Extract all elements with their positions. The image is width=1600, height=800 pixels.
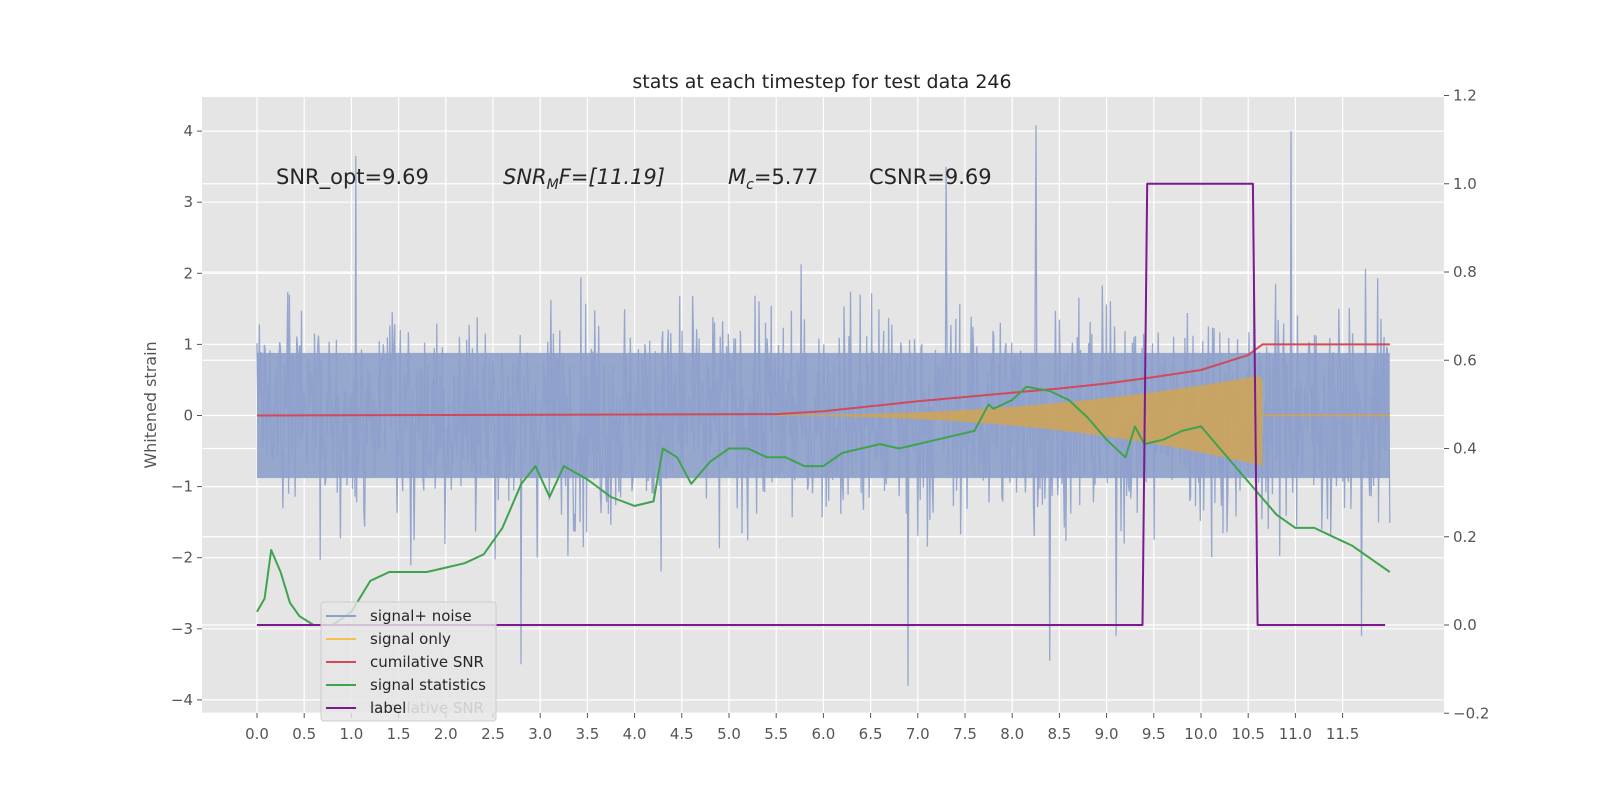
- x-tick-label: 8.5: [1047, 725, 1071, 743]
- x-tick-label: 7.0: [906, 725, 930, 743]
- x-tick-label: 7.5: [953, 725, 977, 743]
- x-tick-label: 3.0: [528, 725, 552, 743]
- annotation-snr-mf-sub: M: [547, 177, 559, 193]
- x-tick-label: 6.0: [811, 725, 835, 743]
- x-tick-label: 2.0: [434, 725, 458, 743]
- series-cumilative-snr: [256, 343, 1390, 417]
- legend-label-cumulative-snr: cumilative SNR: [370, 653, 484, 671]
- y-tick-label: 1: [183, 335, 193, 353]
- legend-label-signal-noise: signal+ noise: [370, 607, 472, 625]
- x-tick-label: 1.0: [339, 725, 363, 743]
- legend-label-signal-only: signal only: [370, 630, 451, 648]
- y-tick-label: −1: [171, 478, 193, 496]
- x-tick-label: 1.5: [387, 725, 411, 743]
- y-tick-label: −4: [171, 691, 193, 709]
- annotation-mc: Mc=5.77: [728, 165, 818, 193]
- x-axis-ticks: 0.0 0.5 1.0 1.5 2.0 2.5 3.0 3.5 4.0 4.5 5.0 5.5 6.0 6…: [245, 713, 1359, 743]
- x-tick-label: 0.5: [292, 725, 316, 743]
- chart-title: stats at each timestep for test data 246: [632, 71, 1011, 93]
- x-tick-label: 0.0: [245, 725, 269, 743]
- legend-label-signal-statistics: signal statistics: [370, 676, 486, 694]
- annotation-snr-mf-main: SNR: [503, 165, 547, 189]
- y2-tick-label: 1.2: [1453, 87, 1477, 105]
- y2-tick-label: 0.6: [1453, 351, 1477, 369]
- series-signal-statistics: [256, 385, 1391, 626]
- y-axis-ticks: 4 3 2 1 0 −1 −2 −3 −4: [171, 122, 202, 709]
- x-tick-label: 2.5: [481, 725, 505, 743]
- x-tick-label: 3.5: [575, 725, 599, 743]
- x-tick-label: 9.0: [1095, 725, 1119, 743]
- y-tick-label: 3: [183, 193, 193, 211]
- x-tick-label: 11.5: [1326, 725, 1359, 743]
- y2-tick-label: 0.4: [1453, 440, 1477, 458]
- x-tick-label: 4.0: [623, 725, 647, 743]
- annotation-snr-mf-value: F=[11.19]: [559, 165, 665, 189]
- annotation-mc-sub: c: [746, 177, 754, 193]
- y2-tick-label: 0.2: [1453, 528, 1477, 546]
- x-tick-label: 11.0: [1279, 725, 1312, 743]
- x-tick-label: 5.0: [717, 725, 741, 743]
- y-axis-label: Whitened strain: [141, 341, 160, 468]
- y-tick-label: −2: [171, 549, 193, 567]
- y2-tick-label: −0.2: [1453, 704, 1489, 722]
- legend-label-label: label: [370, 699, 406, 717]
- y2-tick-label: 0.0: [1453, 616, 1477, 634]
- legend-box: [320, 601, 497, 722]
- y-tick-label: 0: [183, 407, 193, 425]
- x-tick-label: 6.5: [859, 725, 883, 743]
- y2-axis-ticks: 1.2 1.0 0.8 0.6 0.4 0.2 0.0 −0.2: [1444, 87, 1489, 722]
- annotation-mc-value: =5.77: [754, 165, 818, 189]
- y2-tick-label: 1.0: [1453, 175, 1477, 193]
- x-tick-label: 10.0: [1184, 725, 1217, 743]
- annotation-snr-opt: SNR_opt=9.69: [276, 165, 429, 190]
- x-tick-label: 4.5: [670, 725, 694, 743]
- series-label: [257, 182, 1386, 626]
- legend: cumilative SNR signal+ noise signal only…: [320, 601, 497, 722]
- legend-ghost-entry: cumilative SNR: [370, 699, 484, 717]
- annotation-csnr: CSNR=9.69: [869, 165, 992, 189]
- y-tick-label: 2: [183, 264, 193, 282]
- signal-only-envelope: [776, 375, 1263, 466]
- y2-tick-label: 0.8: [1453, 263, 1477, 281]
- x-tick-label: 5.5: [764, 725, 788, 743]
- x-tick-label: 9.5: [1142, 725, 1166, 743]
- annotation-mc-main: M: [728, 165, 746, 189]
- annotation-snr-mf: SNRMF=[11.19]: [503, 165, 665, 193]
- line-series: [256, 182, 1391, 626]
- signal-only-series: [776, 375, 1390, 466]
- y-tick-label: 4: [183, 122, 193, 140]
- x-tick-label: 8.0: [1000, 725, 1024, 743]
- y-tick-label: −3: [171, 620, 193, 638]
- x-tick-label: 10.5: [1231, 725, 1264, 743]
